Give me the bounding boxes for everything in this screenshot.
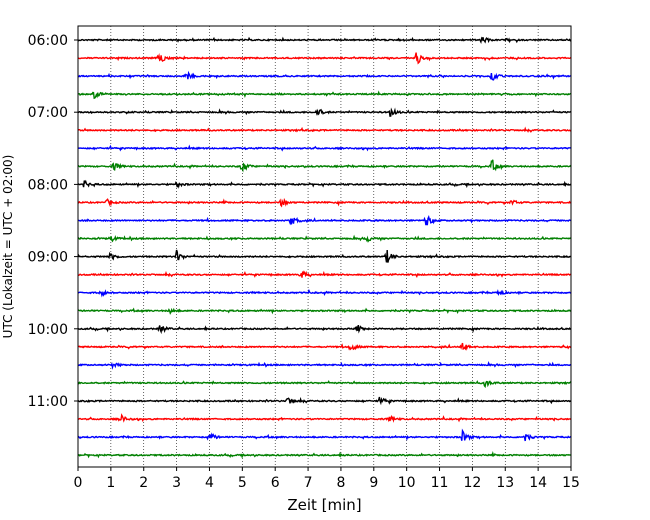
x-axis-ticks: 0 1 2 3 4 5 6 7 8 9 10 11 12 13 14 15	[74, 467, 580, 491]
trace-0715	[77, 126, 572, 133]
trace-0945	[77, 307, 572, 315]
trace-1130	[77, 428, 572, 442]
x-tick-label: 13	[496, 475, 514, 491]
x-tick-label: 4	[205, 475, 214, 491]
x-tick-label: 6	[271, 475, 280, 491]
x-tick-label: 15	[562, 475, 580, 491]
y-tick-label: 10:00	[28, 322, 68, 338]
x-tick-label: 3	[172, 475, 181, 491]
trace-0615	[77, 52, 572, 65]
trace-1145	[77, 451, 572, 459]
x-tick-label: 7	[304, 475, 313, 491]
x-tick-label: 2	[139, 475, 148, 491]
trace-0630	[77, 70, 572, 81]
trace-0815	[77, 197, 572, 208]
trace-1000	[77, 324, 572, 335]
x-tick-label: 9	[369, 475, 378, 491]
x-axis-label: Zeit [min]	[287, 496, 361, 514]
trace-0915	[77, 270, 572, 278]
x-tick-label: 1	[106, 475, 115, 491]
trace-0700	[77, 107, 572, 117]
x-tick-label: 8	[336, 475, 345, 491]
y-tick-label: 07:00	[28, 105, 68, 121]
trace-1115	[77, 413, 572, 423]
x-tick-label: 11	[431, 475, 449, 491]
trace-0930	[77, 288, 572, 298]
plot-frame	[77, 25, 572, 468]
x-tick-label: 5	[238, 475, 247, 491]
x-tick-label: 14	[529, 475, 547, 491]
trace-0830	[77, 214, 571, 226]
y-axis-label: UTC (Lokalzeit = UTC + 02:00)	[1, 155, 15, 339]
trace-1030	[77, 360, 572, 370]
x-tick-label: 10	[398, 475, 416, 491]
trace-1045	[77, 379, 572, 389]
x-tick-label: 0	[74, 475, 83, 491]
trace-0845	[77, 234, 572, 243]
trace-0900	[77, 249, 572, 263]
y-tick-label: 06:00	[28, 33, 68, 49]
trace-0600	[77, 36, 572, 44]
seismic-traces	[77, 36, 572, 459]
y-axis-ticks: 06:00 07:00 08:00 09:00 10:00 11:00	[28, 33, 78, 410]
trace-0800	[77, 179, 572, 189]
trace-0745	[78, 159, 572, 173]
trace-1015	[77, 342, 572, 351]
y-tick-label: 11:00	[28, 394, 68, 410]
x-tick-label: 12	[463, 475, 481, 491]
y-tick-label: 08:00	[28, 177, 68, 193]
trace-0730	[77, 144, 572, 152]
trace-0645	[77, 90, 572, 100]
y-tick-label: 09:00	[28, 250, 68, 266]
trace-1100	[77, 396, 572, 406]
